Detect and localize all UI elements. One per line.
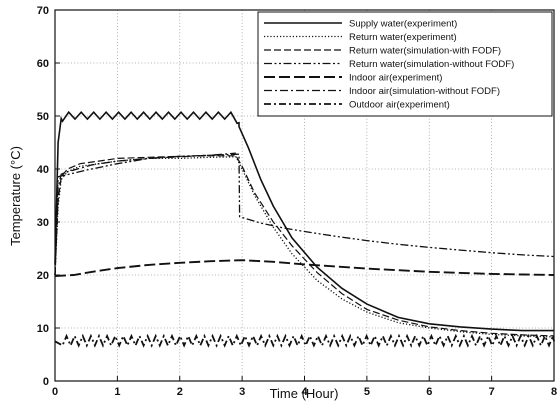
series-line-6 — [54, 152, 236, 276]
x-tick-label: 5 — [364, 386, 370, 398]
series-line-5 — [54, 259, 555, 278]
series-layer — [54, 110, 555, 348]
x-tick-label: 7 — [489, 386, 495, 398]
series-line-3 — [54, 155, 555, 337]
legend-label-4: Return water(simulation-without FODF) — [349, 59, 514, 70]
series-line-2 — [54, 156, 555, 338]
y-axis-title: Temperature (°C) — [8, 146, 23, 246]
x-tick-label: 1 — [114, 386, 120, 398]
legend-label-7: Outdoor air(experiment) — [349, 100, 450, 111]
y-tick-label: 50 — [37, 111, 49, 123]
y-tick-label: 60 — [37, 58, 49, 70]
legend-label-1: Supply water(experiment) — [349, 19, 457, 30]
x-tick-label: 3 — [239, 386, 245, 398]
legend-label-3: Return water(simulation-with FODF) — [349, 46, 501, 57]
legend-label-5: Indoor air(experiment) — [349, 73, 442, 84]
legend-label-6: Indoor air(simulation-without FODF) — [349, 86, 500, 97]
series-line-7 — [54, 332, 555, 348]
tick-labels: 0 1 2 3 4 5 6 7 8 0 10 20 30 40 50 60 70 — [37, 5, 557, 398]
legend: Supply water(experiment) Return water(exp… — [257, 11, 553, 117]
x-tick-label: 6 — [426, 386, 432, 398]
y-tick-label: 0 — [43, 376, 49, 388]
y-tick-label: 70 — [37, 5, 49, 17]
legend-label-2: Return water(experiment) — [349, 32, 457, 43]
series-line-1 — [54, 110, 554, 332]
y-tick-label: 30 — [37, 217, 49, 229]
y-tick-label: 20 — [37, 270, 49, 282]
x-tick-label: 8 — [551, 386, 557, 398]
x-tick-label: 2 — [177, 386, 183, 398]
series-line-4 — [54, 153, 555, 276]
y-tick-label: 10 — [37, 323, 49, 335]
x-tick-label: 0 — [52, 386, 58, 398]
x-axis-title: Time (Hour) — [270, 386, 339, 401]
y-tick-label: 40 — [37, 164, 49, 176]
ticks — [54, 9, 555, 382]
x-tick-label: 4 — [301, 386, 308, 398]
